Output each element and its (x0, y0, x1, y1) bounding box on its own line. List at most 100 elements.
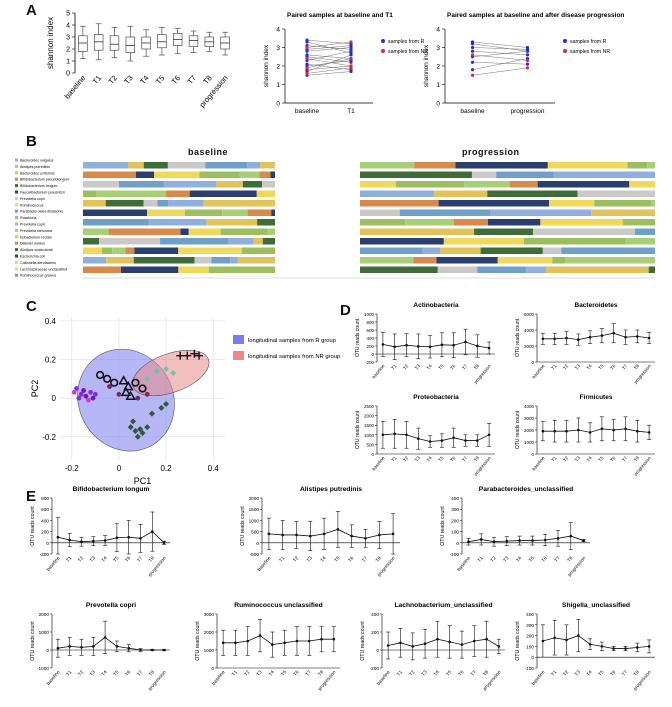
data-point (485, 637, 488, 641)
x-tick-label: T4 (268, 669, 276, 677)
y-tick-label: 1000 (524, 440, 535, 445)
x-tick-label: T6 (541, 555, 549, 563)
x-tick-label: T6 (347, 555, 355, 563)
x-tick-label: T1 (390, 363, 398, 371)
y-tick-label: 0 (52, 394, 57, 403)
legend-label: Lachnospiraceae unclassified (20, 267, 67, 271)
scatter-point (135, 395, 141, 401)
y-tick-label: 100 (451, 530, 459, 535)
data-point (68, 645, 71, 648)
pair-line (306, 71, 352, 76)
point-nr (525, 58, 530, 63)
legend-label: Prevotella stercorea (20, 229, 52, 233)
x-tick-label: T4 (515, 555, 523, 563)
x-tick-label: T1 (231, 669, 239, 677)
data-point (647, 431, 651, 434)
scatter-point (125, 390, 137, 400)
stacked-segment (455, 162, 548, 169)
pair-line (306, 56, 352, 63)
y-axis-label: PC2 (30, 380, 40, 398)
stacked-segment (257, 219, 275, 226)
pair-line (306, 58, 352, 67)
x-tick-label: T5 (597, 669, 605, 677)
stacked-segment (154, 171, 200, 178)
stacked-segment (553, 171, 655, 178)
pair-line (306, 47, 352, 52)
scatter-point (103, 374, 112, 383)
stacked-segment (360, 190, 435, 197)
series-line (268, 528, 394, 539)
x-tick-label: T6 (609, 455, 617, 463)
y-tick-label: 0 (46, 648, 49, 653)
stacked-segment (220, 228, 268, 235)
legend-swatch (15, 209, 18, 213)
x-tick-label: 0 (117, 464, 122, 473)
x-tick-label: baseline (211, 669, 226, 686)
y-tick-label: -200 (40, 552, 50, 557)
y-tick-label: 200 (371, 630, 379, 635)
x-tick-label: T8 (148, 669, 156, 677)
legend-swatch (15, 241, 18, 245)
x-tick-label: T4 (586, 669, 594, 677)
data-point (636, 429, 639, 433)
stacked-segment (83, 238, 100, 245)
point-r (470, 68, 475, 72)
y-tick-label: -500 (250, 552, 260, 557)
legend-swatch (15, 196, 18, 200)
stacked-bar-chart: Bacteroides vulgatus Alistipes putredinis… (15, 158, 655, 279)
y-axis-label: shannon index (423, 44, 430, 87)
box (157, 34, 167, 49)
data-point (381, 343, 385, 346)
point-r (305, 62, 309, 66)
scatter-point (138, 384, 147, 393)
stacked-segment (118, 181, 164, 188)
stacked-segment (271, 209, 275, 216)
legend-swatch (15, 260, 18, 264)
data-point (531, 539, 534, 542)
stacked-segment (405, 219, 454, 226)
data-point (553, 636, 556, 640)
y-tick-label: -0.2 (42, 433, 56, 442)
y-tick-label: 0.4 (45, 317, 57, 326)
x-tick-label: baseline (46, 555, 61, 572)
scatter-point (144, 424, 151, 431)
data-point (103, 636, 107, 639)
x-tick-label: T3 (420, 669, 428, 677)
x-tick-label: T2 (562, 455, 570, 463)
series-line (57, 531, 165, 544)
point-nr (305, 57, 309, 61)
x-tick-label: T6 (292, 669, 300, 677)
point-r (470, 49, 475, 53)
x-tick-label: T8 (375, 555, 383, 563)
y-tick-label: 5 (66, 11, 70, 18)
stacked-segment (422, 247, 440, 254)
data-point (271, 643, 274, 646)
stacked-title-progression: progression (462, 147, 520, 157)
y-tick-label: 2500 (364, 404, 375, 409)
legend-swatch (15, 235, 18, 239)
y-tick-label: 400 (366, 336, 374, 341)
legend-swatch (15, 158, 18, 162)
x-tick-label: T5 (112, 669, 120, 677)
y-tick-label: 1000 (249, 518, 260, 523)
stacked-segment (133, 257, 195, 264)
x-tick-label: T8 (482, 669, 490, 677)
x-tick-label: T1 (65, 555, 73, 563)
scatter-point (78, 391, 84, 397)
series-line (468, 535, 584, 543)
data-point (565, 429, 568, 433)
stacked-segment (163, 181, 217, 188)
box (125, 36, 135, 53)
legend-label: Prevotella copri (20, 223, 45, 227)
x-tick-label: T1 (396, 669, 404, 677)
stacked-segment (540, 219, 623, 226)
pair-line (306, 41, 352, 54)
data-point (487, 346, 491, 350)
data-point (139, 537, 142, 540)
stacked-segment (83, 162, 129, 169)
x-tick-label: T8 (633, 455, 641, 463)
stacked-segment (360, 171, 472, 178)
stacked-segment (247, 209, 272, 216)
x-tick-label: baseline (531, 363, 546, 379)
stacked-segment (189, 190, 257, 197)
